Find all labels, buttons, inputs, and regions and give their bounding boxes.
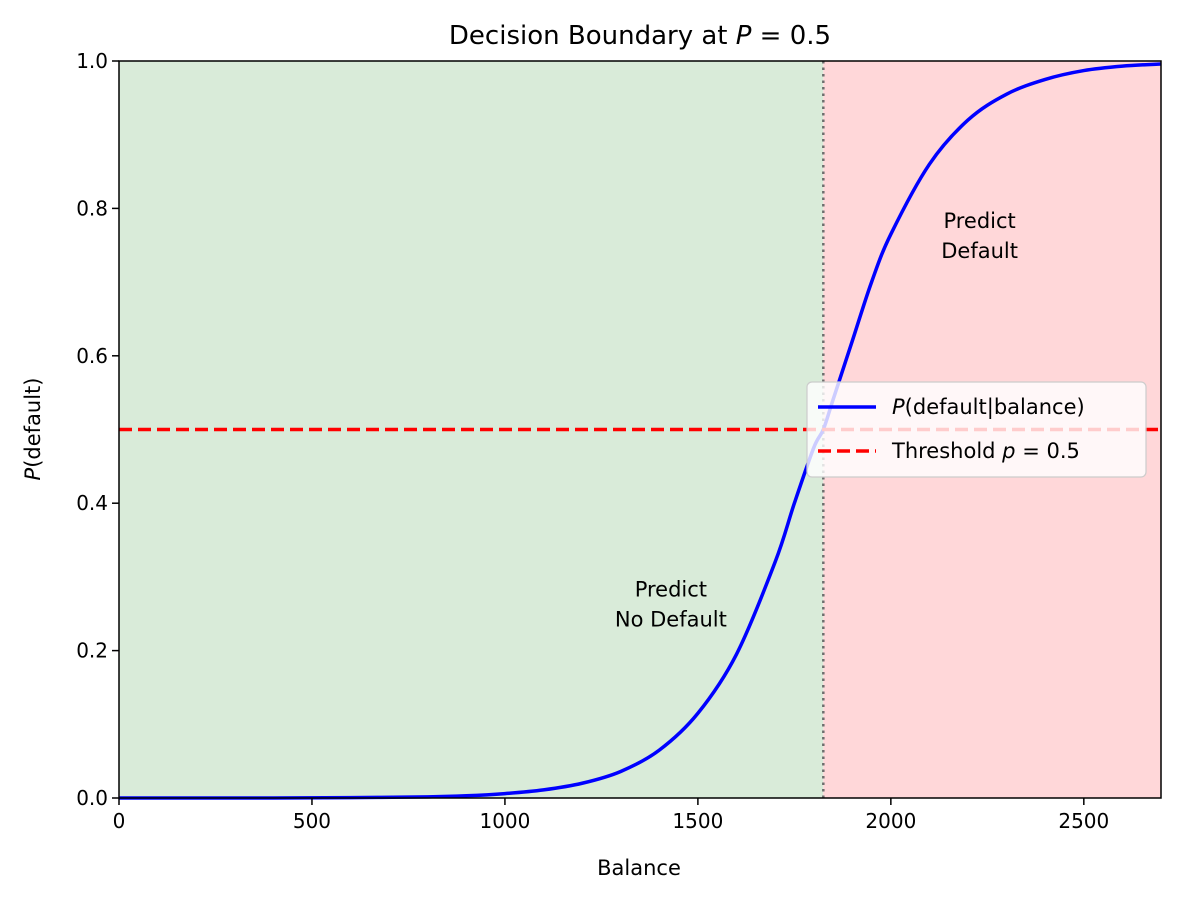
x-axis-title: Balance	[597, 856, 681, 880]
legend: P(default|balance) Threshold p = 0.5	[806, 381, 1147, 478]
y-axis-title: P(default)	[21, 378, 45, 481]
x-tick-label: 0	[113, 809, 126, 833]
series-line-probability	[118, 62, 1162, 800]
x-tick-label: 1000	[479, 809, 530, 833]
y-tick-label: 1.0	[76, 49, 108, 73]
x-tick-label: 2000	[865, 809, 916, 833]
series-layer	[118, 62, 1162, 800]
region-label-0: Predict No Default	[615, 578, 727, 632]
legend-label-probability: P(default|balance)	[892, 395, 1085, 420]
chart-title: Decision Boundary at P = 0.5	[449, 21, 831, 51]
y-tick-label: 0.2	[76, 639, 108, 663]
region-label-1: Predict Default	[941, 209, 1018, 263]
legend-label-threshold: Threshold p = 0.5	[891, 439, 1080, 463]
plot-frame	[118, 60, 1162, 799]
x-axis-ticks: 0 500 1000 1500 2000 2500	[113, 798, 1109, 833]
x-tick-label: 1500	[672, 809, 723, 833]
legend-box	[806, 381, 1147, 478]
annotation-layer: Predict No Default Predict Default	[615, 209, 1018, 632]
x-tick-label: 2500	[1058, 809, 1109, 833]
y-tick-label: 0.6	[76, 344, 108, 368]
x-tick-label: 500	[293, 809, 331, 833]
y-axis-ticks: 0.0 0.2 0.4 0.6 0.8 1.0	[76, 49, 119, 810]
y-tick-label: 0.4	[76, 491, 108, 515]
y-tick-label: 0.8	[76, 196, 108, 220]
y-tick-label: 0.0	[76, 786, 108, 810]
